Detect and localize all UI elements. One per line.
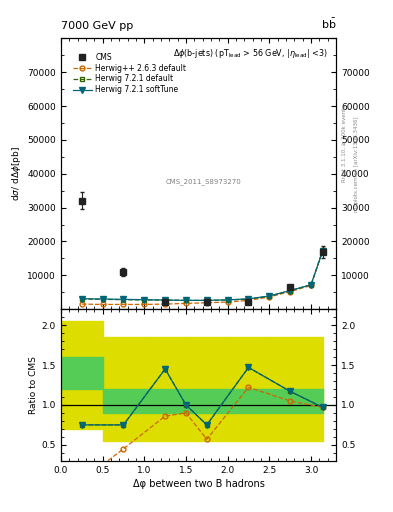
Legend: CMS, Herwig++ 2.6.3 default, Herwig 7.2.1 default, Herwig 7.2.1 softTune: CMS, Herwig++ 2.6.3 default, Herwig 7.2.… [70, 50, 189, 97]
Text: CMS_2011_S8973270: CMS_2011_S8973270 [166, 179, 242, 185]
Text: mcplots.cern.ch [arXiv:1306.3436]: mcplots.cern.ch [arXiv:1306.3436] [354, 116, 359, 211]
X-axis label: Δφ between two B hadrons: Δφ between two B hadrons [132, 479, 264, 489]
Y-axis label: Ratio to CMS: Ratio to CMS [29, 356, 37, 414]
Text: Rivet 3.1.10, ≥ 300k events: Rivet 3.1.10, ≥ 300k events [342, 105, 347, 182]
Text: 7000 GeV pp: 7000 GeV pp [61, 20, 133, 31]
Y-axis label: d$\sigma$/ d$\Delta\phi$[pb]: d$\sigma$/ d$\Delta\phi$[pb] [10, 146, 23, 201]
Text: $\Delta\phi$(b-jets) (pT$_{\rm lead}$ > 56 GeV, $|\eta_{\rm lead}|$ <3): $\Delta\phi$(b-jets) (pT$_{\rm lead}$ > … [173, 47, 328, 59]
Text: b$\bar{\rm b}$: b$\bar{\rm b}$ [321, 16, 336, 31]
